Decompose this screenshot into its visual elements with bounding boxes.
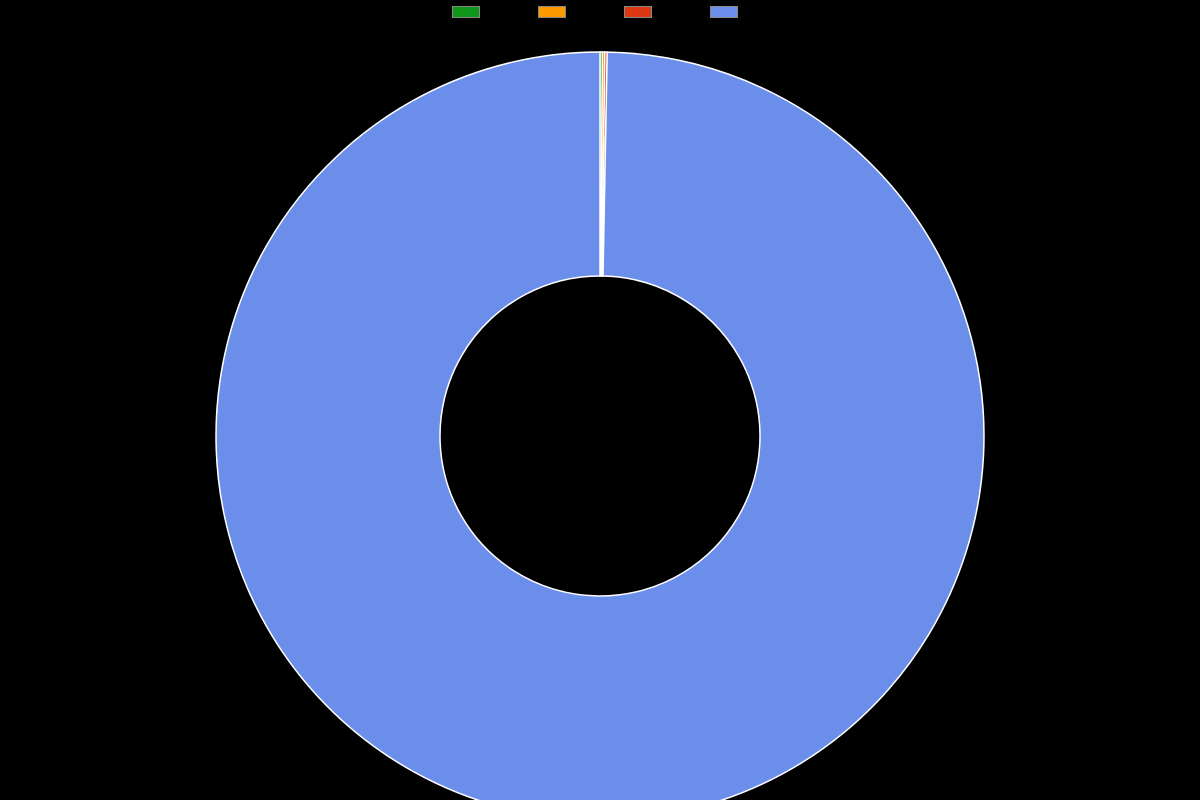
legend-item[interactable] — [624, 6, 662, 18]
legend-item[interactable] — [452, 6, 490, 18]
donut-svg — [0, 24, 1200, 800]
donut-chart — [0, 24, 1200, 800]
legend-swatch-icon — [452, 6, 480, 18]
legend-item[interactable] — [710, 6, 748, 18]
legend-swatch-icon — [710, 6, 738, 18]
legend-swatch-icon — [624, 6, 652, 18]
legend-swatch-icon — [538, 6, 566, 18]
legend-item[interactable] — [538, 6, 576, 18]
chart-container — [0, 0, 1200, 800]
donut-slice[interactable] — [216, 52, 984, 800]
chart-legend — [0, 6, 1200, 18]
